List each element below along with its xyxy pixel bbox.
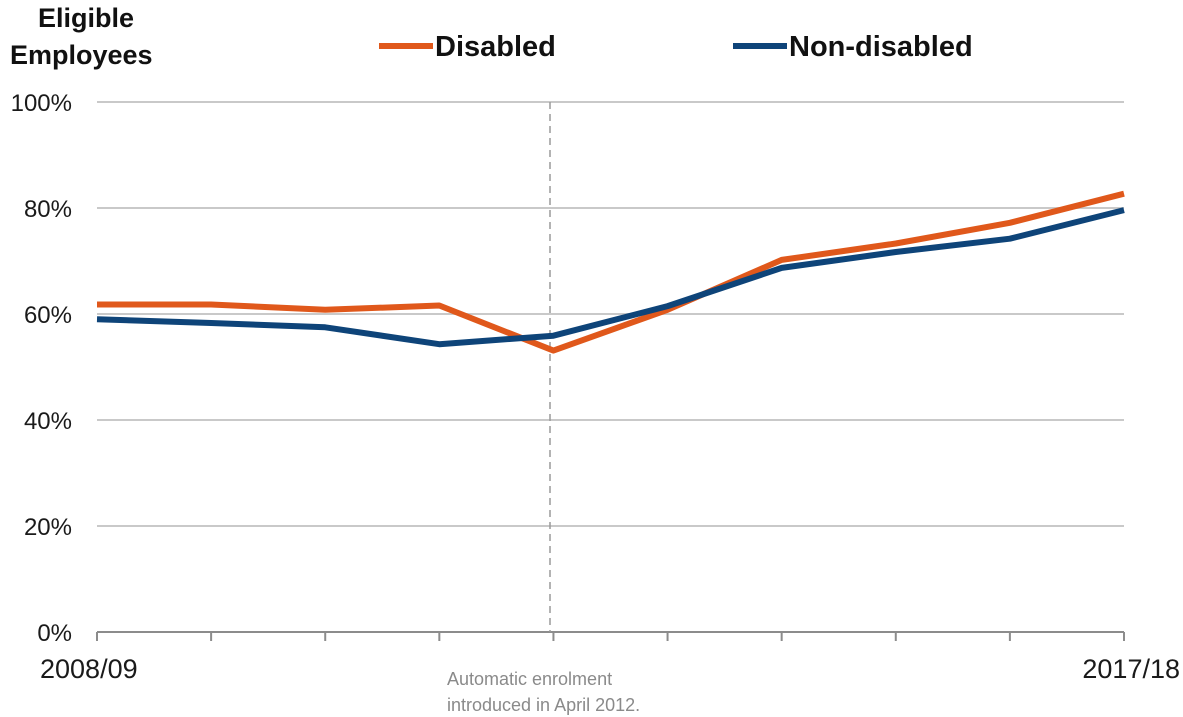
x-tick-label-first: 2008/09: [40, 654, 138, 684]
y-tick-label: 60%: [24, 302, 72, 329]
y-tick-label: 100%: [11, 90, 72, 117]
y-axis-ticks: 0% 20% 40% 60% 80% 100%: [11, 90, 72, 647]
y-tick-label: 20%: [24, 514, 72, 541]
series-line-non-disabled: [96, 207, 1125, 348]
y-tick-label: 40%: [24, 408, 72, 435]
y-axis-title-line-1: Eligible: [38, 3, 134, 33]
y-axis-title-line-2: Employees: [10, 40, 153, 70]
annotation-line-1: Automatic enrolment: [447, 669, 612, 689]
legend: Disabled Non-disabled: [379, 31, 973, 63]
y-tick-label: 80%: [24, 196, 72, 223]
legend-label-disabled: Disabled: [435, 31, 556, 63]
series-lines: [96, 190, 1125, 354]
series-line-disabled: [97, 190, 1125, 354]
annotation-line-2: introduced in April 2012.: [447, 695, 640, 715]
x-axis: [96, 631, 1125, 641]
x-tick-label-last: 2017/18: [1082, 654, 1180, 684]
y-tick-label: 0%: [37, 620, 72, 647]
gridlines: [97, 101, 1124, 527]
legend-label-non-disabled: Non-disabled: [789, 31, 973, 63]
